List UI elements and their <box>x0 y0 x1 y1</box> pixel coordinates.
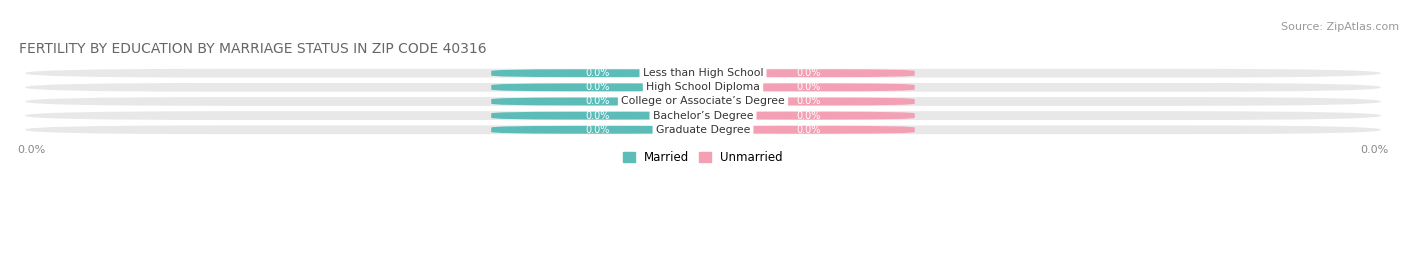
Text: 0.0%: 0.0% <box>585 97 609 107</box>
Text: 0.0%: 0.0% <box>797 97 821 107</box>
FancyBboxPatch shape <box>703 112 915 119</box>
FancyBboxPatch shape <box>491 69 703 77</box>
FancyBboxPatch shape <box>25 97 1381 106</box>
FancyBboxPatch shape <box>25 111 1381 120</box>
Text: Source: ZipAtlas.com: Source: ZipAtlas.com <box>1281 22 1399 31</box>
Legend: Married, Unmarried: Married, Unmarried <box>619 147 787 169</box>
Text: 0.0%: 0.0% <box>797 68 821 78</box>
Text: College or Associate’s Degree: College or Associate’s Degree <box>621 97 785 107</box>
Text: FERTILITY BY EDUCATION BY MARRIAGE STATUS IN ZIP CODE 40316: FERTILITY BY EDUCATION BY MARRIAGE STATU… <box>18 42 486 56</box>
FancyBboxPatch shape <box>703 126 915 134</box>
FancyBboxPatch shape <box>491 83 703 91</box>
Text: 0.0%: 0.0% <box>797 82 821 92</box>
FancyBboxPatch shape <box>25 69 1381 77</box>
Text: 0.0%: 0.0% <box>585 82 609 92</box>
FancyBboxPatch shape <box>491 112 703 119</box>
Text: 0.0%: 0.0% <box>585 68 609 78</box>
FancyBboxPatch shape <box>25 83 1381 92</box>
Text: 0.0%: 0.0% <box>585 125 609 135</box>
Text: 0.0%: 0.0% <box>797 125 821 135</box>
Text: High School Diploma: High School Diploma <box>647 82 759 92</box>
FancyBboxPatch shape <box>491 98 703 105</box>
Text: 0.0%: 0.0% <box>797 111 821 121</box>
Text: Bachelor’s Degree: Bachelor’s Degree <box>652 111 754 121</box>
FancyBboxPatch shape <box>25 125 1381 134</box>
Text: Less than High School: Less than High School <box>643 68 763 78</box>
FancyBboxPatch shape <box>703 69 915 77</box>
FancyBboxPatch shape <box>703 98 915 105</box>
FancyBboxPatch shape <box>703 83 915 91</box>
Text: Graduate Degree: Graduate Degree <box>655 125 751 135</box>
Text: 0.0%: 0.0% <box>585 111 609 121</box>
FancyBboxPatch shape <box>491 126 703 134</box>
